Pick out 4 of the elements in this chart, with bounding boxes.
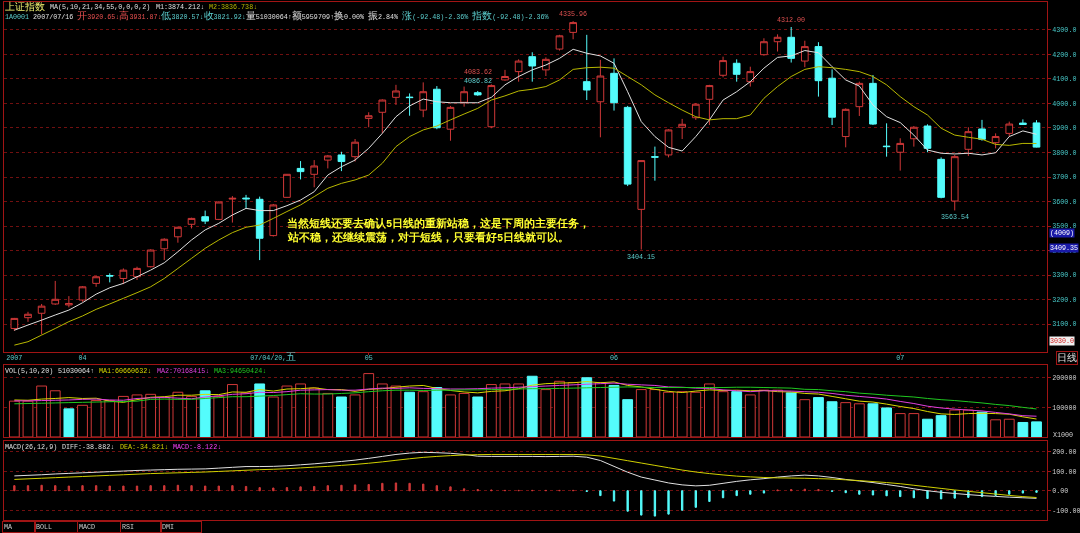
annotation: 当然短线还要去确认5日线的重新站稳，这是下周的主要任务， [287, 217, 591, 230]
x-axis-title: 日线 [1057, 352, 1077, 364]
chart-title: 上证指数 [5, 1, 45, 13]
annotation: 站不稳，还继续震荡，对于短线，只要看好5日线就可以。 [287, 231, 570, 244]
